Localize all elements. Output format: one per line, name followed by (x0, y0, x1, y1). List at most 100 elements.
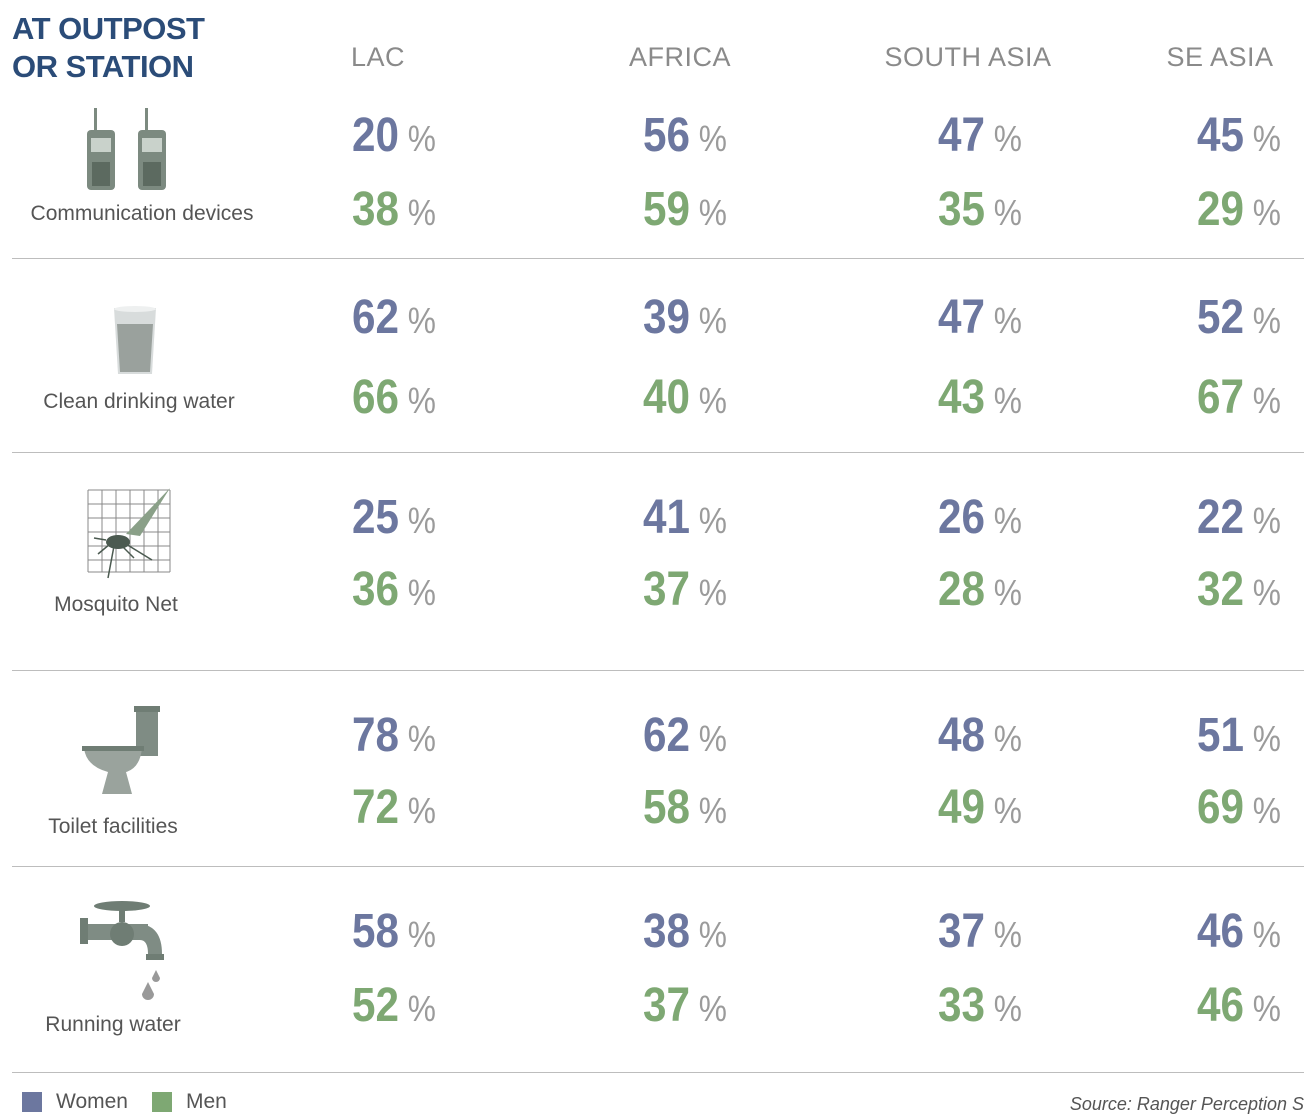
unit: % (1252, 988, 1281, 1029)
value-number: 58 (643, 781, 690, 834)
value-number: 45 (1197, 109, 1244, 162)
separator (12, 452, 1304, 453)
value-number: 20 (352, 109, 399, 162)
women-value: 37% (938, 908, 1022, 956)
value-number: 48 (938, 709, 985, 762)
unit: % (407, 572, 436, 613)
title: AT OUTPOST OR STATION (12, 10, 205, 86)
women-value: 39% (643, 294, 727, 342)
value-number: 43 (938, 371, 985, 424)
value-number: 22 (1197, 491, 1244, 544)
toilet-icon (82, 706, 160, 794)
unit: % (698, 300, 727, 341)
unit: % (993, 914, 1022, 955)
unit: % (1252, 300, 1281, 341)
women-value: 56% (643, 112, 727, 160)
men-value: 66% (352, 374, 436, 422)
men-value: 32% (1197, 566, 1281, 614)
legend-swatch (151, 1092, 172, 1112)
unit: % (407, 300, 436, 341)
women-value: 47% (938, 294, 1022, 342)
unit: % (407, 118, 436, 159)
value-number: 51 (1197, 709, 1244, 762)
value-number: 25 (352, 491, 399, 544)
row-label: Toilet facilities (48, 815, 178, 838)
unit: % (1252, 380, 1281, 421)
value-number: 28 (938, 563, 985, 616)
men-value: 67% (1197, 374, 1281, 422)
men-value: 38% (352, 186, 436, 234)
value-number: 38 (643, 905, 690, 958)
legend-label: Men (185, 1090, 227, 1113)
value-number: 32 (1197, 563, 1244, 616)
value-number: 62 (643, 709, 690, 762)
unit: % (1252, 790, 1281, 831)
title-line: AT OUTPOST (12, 11, 205, 46)
men-value: 59% (643, 186, 727, 234)
women-value: 78% (352, 712, 436, 760)
value-number: 52 (352, 979, 399, 1032)
value-number: 37 (643, 563, 690, 616)
women-value: 26% (938, 494, 1022, 542)
unit: % (993, 718, 1022, 759)
unit: % (1252, 192, 1281, 233)
men-value: 69% (1197, 784, 1281, 832)
unit: % (407, 500, 436, 541)
women-value: 25% (352, 494, 436, 542)
unit: % (1252, 572, 1281, 613)
value-number: 72 (352, 781, 399, 834)
value-number: 47 (938, 291, 985, 344)
women-value: 58% (352, 908, 436, 956)
legend-label: Women (56, 1090, 128, 1113)
unit: % (698, 790, 727, 831)
unit: % (407, 192, 436, 233)
women-value: 22% (1197, 494, 1281, 542)
value-number: 49 (938, 781, 985, 834)
unit: % (407, 988, 436, 1029)
value-number: 69 (1197, 781, 1244, 834)
men-value: 40% (643, 374, 727, 422)
unit: % (698, 192, 727, 233)
value-number: 58 (352, 905, 399, 958)
value-number: 66 (352, 371, 399, 424)
net-icon (87, 488, 171, 579)
glass-icon (114, 306, 156, 374)
legend-item: Men (151, 1090, 227, 1114)
unit: % (698, 988, 727, 1029)
women-value: 41% (643, 494, 727, 542)
legend-item: Women (22, 1090, 128, 1114)
value-number: 46 (1197, 979, 1244, 1032)
title-line: OR STATION (12, 49, 194, 84)
men-value: 52% (352, 982, 436, 1030)
unit: % (698, 572, 727, 613)
value-number: 35 (938, 183, 985, 236)
men-value: 58% (643, 784, 727, 832)
value-number: 47 (938, 109, 985, 162)
separator (12, 670, 1304, 671)
women-value: 48% (938, 712, 1022, 760)
unit: % (407, 914, 436, 955)
column-header: LAC (350, 42, 406, 72)
unit: % (993, 118, 1022, 159)
value-number: 36 (352, 563, 399, 616)
separator (12, 1072, 1304, 1073)
unit: % (698, 380, 727, 421)
men-value: 33% (938, 982, 1022, 1030)
column-header: SE ASIA (1166, 42, 1274, 72)
column-header: AFRICA (628, 42, 732, 72)
men-value: 46% (1197, 982, 1281, 1030)
value-number: 39 (643, 291, 690, 344)
unit: % (993, 572, 1022, 613)
value-number: 62 (352, 291, 399, 344)
men-value: 35% (938, 186, 1022, 234)
women-value: 46% (1197, 908, 1281, 956)
unit: % (407, 718, 436, 759)
source: Source: Ranger Perception S (1069, 1094, 1304, 1114)
radio-icon (87, 108, 166, 190)
unit: % (1252, 118, 1281, 159)
value-number: 78 (352, 709, 399, 762)
value-number: 46 (1197, 905, 1244, 958)
women-value: 45% (1197, 112, 1281, 160)
row-label: Mosquito Net (54, 593, 178, 616)
unit: % (993, 380, 1022, 421)
